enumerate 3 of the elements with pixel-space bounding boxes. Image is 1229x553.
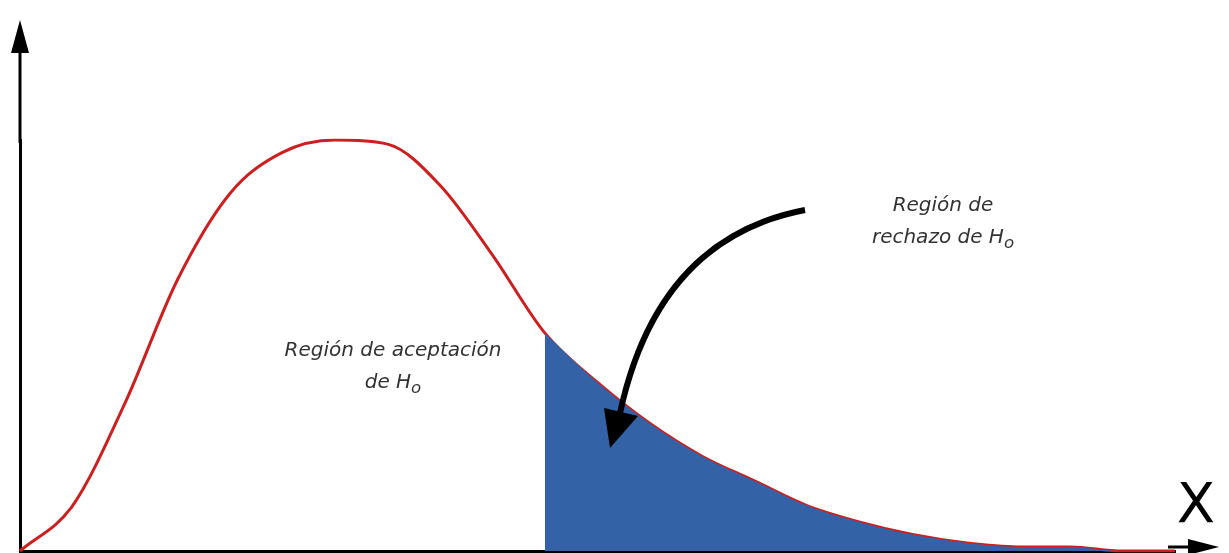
- annotation: Región de rechazo de H$_{o}$: [870, 191, 1016, 254]
- x-axis-title: X: [1176, 470, 1215, 535]
- annotation: Región de aceptación de H$_{o}$: [283, 336, 503, 399]
